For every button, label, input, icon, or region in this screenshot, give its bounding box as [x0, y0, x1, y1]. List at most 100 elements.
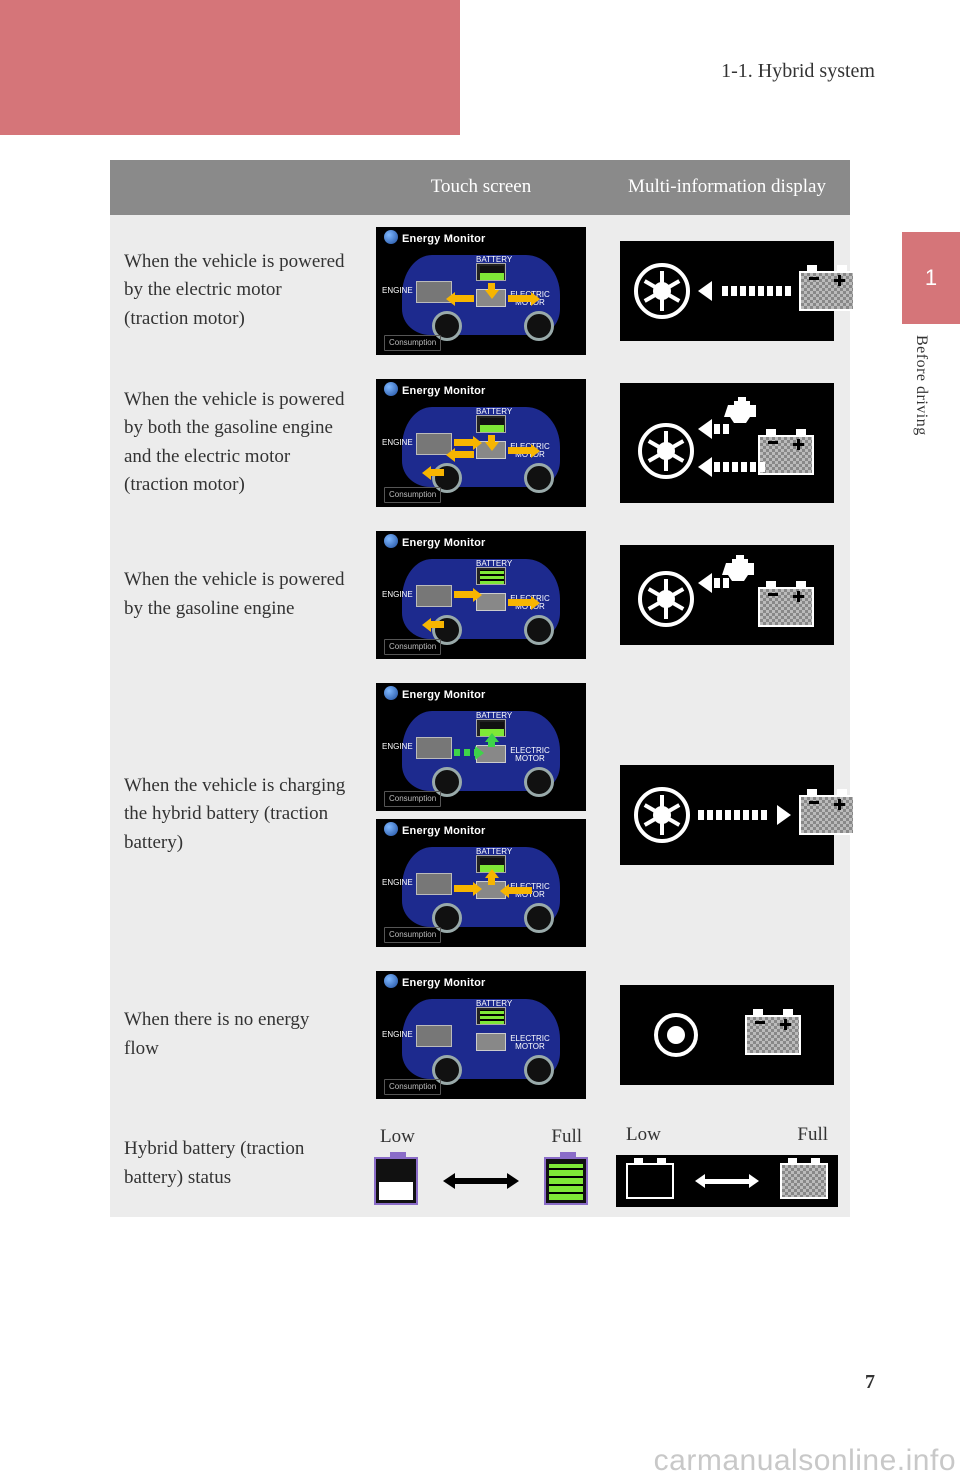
mid-display — [620, 383, 834, 503]
chapter-tab: 1 — [902, 232, 960, 324]
flow-arrow — [454, 749, 476, 756]
engine-label: ENGINE — [382, 285, 413, 297]
flow-arrow — [488, 741, 495, 747]
row-desc: When the vehicle is charging the hybrid … — [110, 671, 358, 959]
full-label: Full — [551, 1123, 582, 1152]
flow-arrow — [698, 457, 765, 477]
battery-label: BATTERY — [476, 998, 512, 1010]
globe-icon — [384, 686, 398, 700]
row-mid — [604, 367, 850, 519]
battery-label: BATTERY — [476, 558, 512, 570]
row-touchscreen: Low Full — [358, 1111, 604, 1218]
row-desc: When the vehicle is powered by the elect… — [110, 215, 358, 367]
battery-low-icon — [374, 1157, 418, 1205]
table-row: When the vehicle is powered by the elect… — [110, 215, 850, 367]
arrow-left-icon — [698, 281, 712, 301]
flow-arrow — [488, 435, 495, 443]
battery-label: BATTERY — [476, 254, 512, 266]
battery-label: BATTERY — [476, 710, 512, 722]
flow-arrow — [488, 283, 495, 291]
row-mid — [604, 519, 850, 671]
header-mid: Multi-information display — [604, 160, 850, 215]
globe-icon — [384, 822, 398, 836]
battery-icon — [799, 271, 855, 311]
row-desc: Hybrid battery (traction battery) status — [110, 1111, 358, 1218]
wheel-icon — [524, 903, 554, 933]
table-row: When there is no energy flow Energy Moni… — [110, 959, 850, 1111]
consumption-label: Consumption — [384, 927, 441, 943]
energy-monitor-diagram: Energy Monitor ENGINE BATTERY ELECTRIC M… — [376, 531, 586, 659]
row-mid — [604, 959, 850, 1111]
flow-arrow — [454, 591, 474, 598]
flow-arrow — [454, 885, 474, 892]
flow-arrow — [488, 877, 495, 885]
flow-arrow — [508, 295, 532, 302]
table-row: When the vehicle is charging the hybrid … — [110, 671, 850, 959]
double-arrow-icon — [453, 1178, 509, 1184]
flow-arrow — [698, 419, 729, 439]
battery-full-icon — [780, 1163, 828, 1199]
energy-monitor-title: Energy Monitor — [402, 231, 485, 248]
energy-monitor-diagram: Energy Monitor ENGINE BATTERY ELECTRIC M… — [376, 971, 586, 1099]
battery-icon — [758, 435, 814, 475]
globe-icon — [384, 230, 398, 244]
energy-monitor-diagram: Energy Monitor ENGINE BATTERY ELECTRIC M… — [376, 379, 586, 507]
wheel-icon — [638, 423, 694, 479]
section-title: 1-1. Hybrid system — [721, 60, 875, 83]
row-touchscreen: Energy Monitor ENGINE BATTERY ELECTRIC M… — [358, 959, 604, 1111]
consumption-label: Consumption — [384, 639, 441, 655]
battery-full-icon — [544, 1157, 588, 1205]
flow-arrow — [508, 599, 532, 606]
motor-label: ELECTRIC MOTOR — [510, 747, 550, 763]
energy-monitor-title: Energy Monitor — [402, 687, 485, 704]
engine-label: ENGINE — [382, 437, 413, 449]
engine-icon — [416, 873, 452, 895]
energy-monitor-diagram: Energy Monitor ENGINE BATTERY ELECTRIC M… — [376, 227, 586, 355]
flow-arrow — [454, 295, 474, 302]
energy-monitor-diagram: Energy Monitor ENGINE BATTERY ELECTRIC M… — [376, 683, 586, 811]
wheel-icon — [524, 615, 554, 645]
double-arrow-icon — [704, 1179, 750, 1184]
motor-label: ELECTRIC MOTOR — [510, 1035, 550, 1051]
wheel-icon — [654, 1013, 698, 1057]
low-label: Low — [380, 1123, 415, 1152]
wheel-icon — [524, 1055, 554, 1085]
engine-label: ENGINE — [382, 1029, 413, 1041]
energy-monitor-title: Energy Monitor — [402, 383, 485, 400]
table-row: When the vehicle is powered by the gasol… — [110, 519, 850, 671]
accent-banner — [0, 0, 460, 135]
header-touchscreen: Touch screen — [358, 160, 604, 215]
arrow-right-icon — [777, 805, 791, 825]
flow-arrow — [508, 887, 532, 894]
flow-arrow — [430, 469, 444, 476]
battery-icon — [745, 1015, 801, 1055]
low-label: Low — [626, 1121, 661, 1150]
watermark: carmanualsonline.info — [654, 1444, 956, 1478]
row-touchscreen: Energy Monitor ENGINE BATTERY ELECTRIC M… — [358, 519, 604, 671]
mid-display — [620, 241, 834, 341]
flow-arrow — [698, 573, 729, 593]
consumption-label: Consumption — [384, 791, 441, 807]
consumption-label: Consumption — [384, 335, 441, 351]
mid-display — [620, 765, 834, 865]
battery-icon — [799, 795, 855, 835]
row-desc: When there is no energy flow — [110, 959, 358, 1111]
wheel-icon — [638, 571, 694, 627]
consumption-label: Consumption — [384, 1079, 441, 1095]
mid-display — [620, 985, 834, 1085]
page-number: 7 — [865, 1371, 875, 1394]
engine-icon — [416, 737, 452, 759]
engine-label: ENGINE — [382, 877, 413, 889]
row-mid — [604, 215, 850, 367]
row-desc: When the vehicle is powered by both the … — [110, 367, 358, 519]
flow-arrow — [454, 451, 474, 458]
row-touchscreen: Energy Monitor ENGINE BATTERY ELECTRIC M… — [358, 215, 604, 367]
battery-low-icon — [626, 1163, 674, 1199]
battery-icon — [758, 587, 814, 627]
table-row: When the vehicle is powered by both the … — [110, 367, 850, 519]
energy-monitor-title: Energy Monitor — [402, 975, 485, 992]
table-header-row: Touch screen Multi-information display — [110, 160, 850, 215]
motor-icon — [476, 1033, 506, 1051]
engine-label: ENGINE — [382, 589, 413, 601]
globe-icon — [384, 382, 398, 396]
